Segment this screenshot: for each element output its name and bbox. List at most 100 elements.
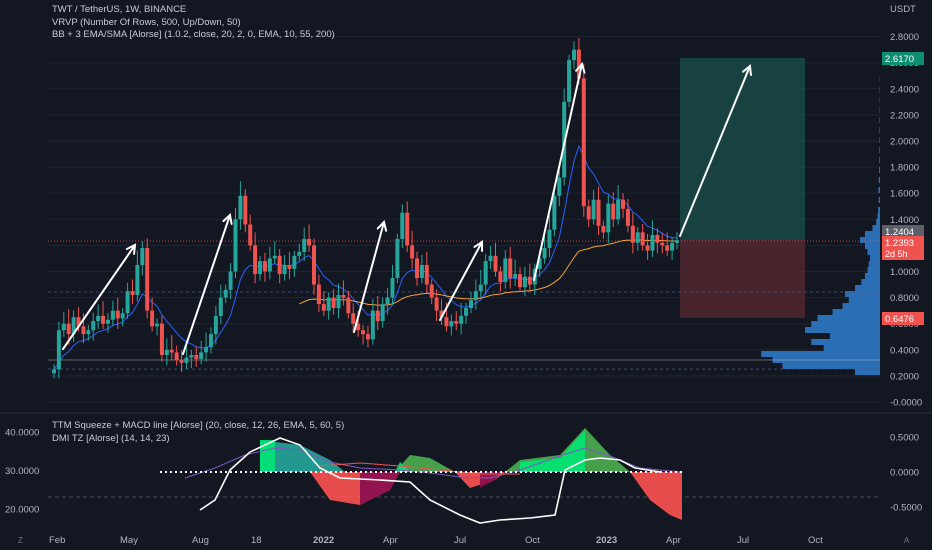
candle-body: [567, 60, 572, 102]
corner-right[interactable]: A: [904, 536, 910, 545]
candle-body: [468, 300, 473, 309]
candle-body: [179, 360, 184, 363]
candle-body: [66, 323, 71, 335]
candle-body: [464, 308, 469, 316]
candle-body: [454, 321, 459, 324]
trend-arrow: [182, 214, 231, 355]
time-tick-label: Jul: [737, 535, 749, 546]
candle-body: [542, 248, 547, 259]
dmi-axis[interactable]: 40.0000 30.0000 20.0000: [5, 428, 39, 516]
candle-body: [625, 208, 630, 226]
time-tick-label: May: [120, 535, 138, 546]
candle-body: [120, 313, 125, 319]
candle-body: [351, 313, 356, 324]
candle-body: [518, 274, 523, 288]
corner-left[interactable]: Z: [18, 536, 23, 545]
time-tick-label: Oct: [525, 535, 540, 546]
stop-zone[interactable]: [680, 240, 805, 318]
candle-body: [665, 245, 670, 251]
volume-profile: [761, 77, 880, 375]
candle-body: [56, 330, 61, 370]
candle-body: [228, 271, 233, 290]
candle-body: [395, 238, 400, 279]
histogram-segment: [630, 472, 682, 520]
last-gray-tag: 1.2404: [882, 225, 924, 238]
arrow-head: [376, 219, 388, 232]
candle-body: [439, 310, 444, 318]
candle-body: [405, 212, 410, 246]
dmi-line: [199, 437, 661, 524]
candle-body: [204, 347, 209, 353]
candle-body: [380, 304, 385, 322]
candle-body: [635, 232, 640, 243]
bb-ema-legend[interactable]: BB + 3 EMA/SMA [Alorse] (1.0.2, close, 2…: [52, 29, 335, 40]
candle-body: [522, 276, 527, 288]
candle-body: [341, 294, 346, 298]
candle-body: [361, 330, 366, 335]
arrow-head: [222, 213, 233, 225]
candle-body: [150, 310, 155, 327]
candle-body: [444, 317, 449, 327]
candle-body: [101, 315, 106, 324]
price-axis[interactable]: 2.80002.60002.40002.20002.00001.80001.60…: [890, 32, 922, 408]
candle-body: [513, 274, 518, 279]
candle-body: [145, 248, 150, 311]
candle-body: [243, 195, 248, 225]
price-tick-label: 1.4000: [890, 215, 919, 226]
candle-body: [640, 232, 645, 246]
candle-body: [630, 225, 635, 243]
candle-body: [596, 199, 601, 226]
price-grid: [48, 36, 880, 403]
drawn-arrows[interactable]: [62, 61, 752, 355]
candle-body: [169, 349, 174, 353]
candle-body: [498, 271, 503, 282]
candle-body: [316, 284, 321, 305]
dmi-legend[interactable]: DMI TZ [Alorse] (14, 14, 23): [52, 432, 170, 444]
symbol-title[interactable]: TWT / TetherUS, 1W, BINANCE: [52, 4, 187, 15]
vrvp-legend[interactable]: VRVP (Number Of Rows, 500, Up/Down, 50): [52, 16, 241, 28]
candle-body: [91, 321, 96, 331]
candle-body: [675, 240, 679, 243]
time-tick-label: Oct: [808, 535, 823, 546]
candle-body: [645, 245, 650, 251]
candle-body: [140, 248, 145, 265]
candle-body: [557, 177, 562, 196]
candle-body: [135, 264, 140, 295]
target-zone[interactable]: [680, 58, 805, 240]
candle-body: [410, 245, 415, 259]
time-axis[interactable]: Feb May Aug 18 2022 Apr Jul Oct 2023 Apr Jul Oct: [49, 535, 823, 546]
ttm-legend[interactable]: TTM Squeeze + MACD line [Alorse] (20, cl…: [52, 420, 345, 431]
macd-axis[interactable]: 0.5000 0.0000 -0.5000: [890, 433, 922, 514]
price-tick-label: 1.6000: [890, 189, 919, 200]
candle-body: [527, 276, 532, 285]
candle-body: [356, 323, 361, 331]
price-tick-label: -0.0000: [890, 398, 922, 409]
main-legend[interactable]: TWT / TetherUS, 1W, BINANCE VRVP (Number…: [52, 4, 335, 42]
price-tick-label: 2.4000: [890, 84, 919, 95]
trend-arrow: [533, 63, 583, 281]
price-tick-label: 0.4000: [890, 345, 919, 356]
last-gray-text: 1.2404: [885, 227, 914, 238]
candle-body: [611, 203, 616, 220]
candle-body: [483, 261, 488, 285]
macd-tick-label: 0.0000: [890, 468, 919, 479]
candle-body: [375, 310, 380, 322]
target-price-tag: 2.6170: [882, 52, 924, 65]
candle-body: [508, 258, 513, 279]
indicator-legend[interactable]: TTM Squeeze + MACD line [Alorse] (20, cl…: [52, 420, 344, 445]
price-tick-label: 0.2000: [890, 371, 919, 382]
candle-body: [449, 321, 454, 327]
candle-body: [253, 245, 258, 275]
candle-body: [311, 245, 316, 285]
currency-label[interactable]: USDT: [890, 4, 916, 15]
time-tick-label: Apr: [666, 535, 681, 546]
histogram-segment: [260, 440, 275, 472]
candle-body: [52, 369, 56, 374]
dmi-tick-label: 40.0000: [5, 428, 39, 439]
signal-line: [319, 462, 520, 475]
price-tick-label: 1.0000: [890, 267, 919, 278]
candle-body: [189, 355, 194, 358]
price-tick-label: 0.8000: [890, 293, 919, 304]
last-price-tag: 1.2393 2d 5h: [882, 236, 924, 260]
